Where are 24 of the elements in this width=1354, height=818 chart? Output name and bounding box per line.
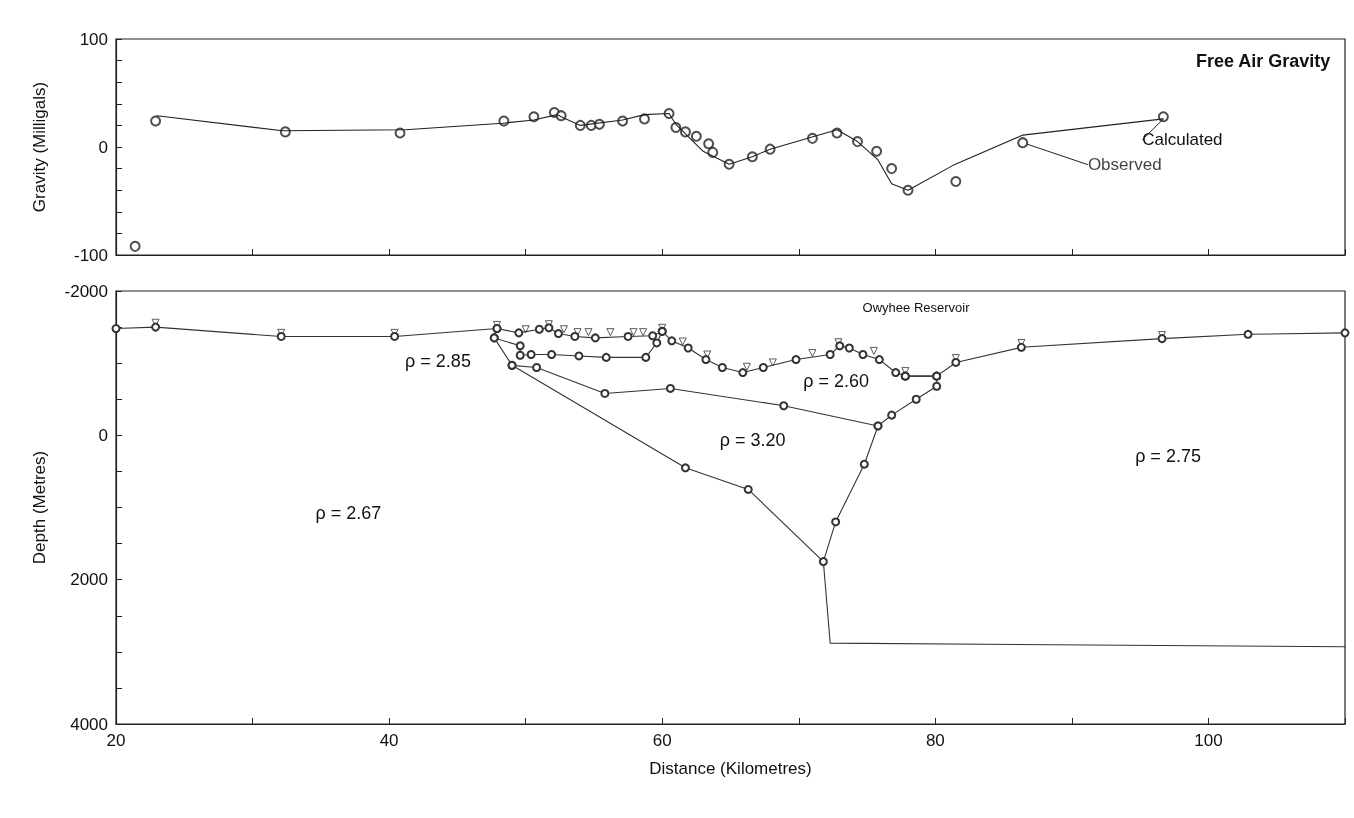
annotation: ρ = 3.20: [719, 429, 786, 450]
x-tick-label: 20: [106, 731, 126, 750]
x-tick-label: 80: [925, 731, 945, 750]
legend-label: Observed: [1087, 155, 1162, 175]
y-axis-title: Gravity (Milligals): [30, 81, 49, 213]
y-tick-label: 100: [79, 29, 108, 49]
y-tick-label: 2000: [70, 570, 108, 590]
annotation: Owyhee Reservoir: [862, 299, 971, 315]
annotation: ρ = 2.85: [405, 351, 471, 372]
annotation: ρ = 2.75: [1135, 446, 1201, 467]
x-tick-label: 40: [379, 731, 399, 750]
y-tick-label: 0: [98, 425, 108, 445]
x-tick-label: 60: [652, 731, 672, 750]
annotation: ρ = 2.67: [315, 502, 382, 523]
y-tick-label: 0: [98, 137, 108, 157]
series-label: Calculated: [1142, 130, 1223, 150]
y-tick-label: -100: [73, 245, 108, 265]
y-tick-label: 4000: [70, 714, 108, 734]
text: Free Air Gravity: [1195, 51, 1331, 71]
y-tick-label: -2000: [64, 281, 108, 301]
x-axis-title: Distance (Kilometres): [649, 759, 812, 778]
y-axis-title: Depth (Metres): [30, 450, 49, 565]
x-tick-label: 100: [1194, 731, 1223, 750]
annotation: ρ = 2.60: [803, 371, 870, 392]
